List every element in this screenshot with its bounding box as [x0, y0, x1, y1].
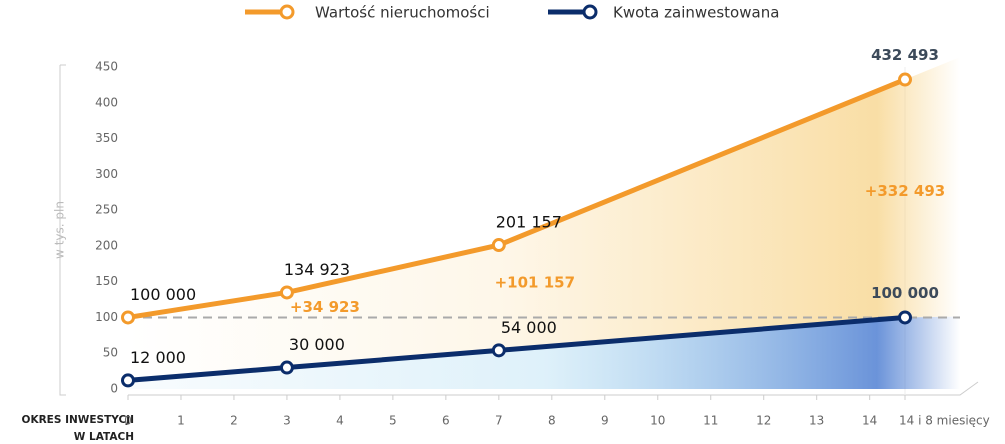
data-label: 134 923 [284, 260, 350, 279]
legend-label: Wartość nieruchomości [315, 4, 490, 22]
y-tick-label: 450 [95, 60, 118, 74]
series-line [127, 314, 906, 383]
point [491, 238, 506, 253]
gain-area [128, 57, 960, 381]
x-tick-label: 2 [230, 414, 238, 428]
x-tick-label: 13 [809, 414, 824, 428]
x-axis [128, 381, 979, 396]
data-label: 30 000 [289, 335, 345, 354]
y-tick-label: 100 [95, 310, 118, 324]
gain-label: +34 923 [290, 298, 360, 316]
x-label: W LATACH [74, 431, 134, 443]
y-tick-label: 300 [95, 167, 118, 181]
y-tick-label: 150 [95, 274, 118, 288]
data-label: 432 493 [871, 46, 939, 64]
legend-label: Kwota zainwestowana [613, 4, 779, 22]
point [121, 373, 135, 388]
x-tick-label: 4 [336, 414, 344, 428]
x-tick-label: 5 [389, 414, 397, 428]
point [898, 72, 912, 87]
y-label: w tys. pln [53, 201, 67, 259]
gain-label: +101 157 [495, 273, 575, 291]
y-tick-label: 400 [95, 95, 118, 109]
x-tick-label: 1 [177, 414, 185, 428]
data-label: 54 000 [501, 318, 557, 337]
series-line [127, 77, 906, 320]
y-tick-label: 0 [110, 382, 118, 396]
point [898, 310, 912, 325]
data-label: 100 000 [130, 285, 196, 304]
x-tick-label: 3 [283, 414, 291, 428]
x-tick-label: 8 [548, 414, 556, 428]
y-tick-label: 200 [95, 238, 118, 252]
point [121, 310, 135, 325]
legend-marker [279, 4, 295, 20]
x-tick-label: 9 [601, 414, 609, 428]
y-tick-label: 350 [95, 131, 118, 145]
y-bracket [59, 64, 66, 396]
x-tick-label: 0 [124, 414, 132, 428]
x-tick-label: 12 [756, 414, 771, 428]
point [279, 285, 294, 300]
x-tick-label: 11 [703, 414, 718, 428]
point [491, 343, 506, 358]
x-tick-label: 14 i 8 miesięcy [899, 414, 990, 428]
data-label: 100 000 [871, 284, 939, 302]
point [279, 360, 294, 375]
x-tick-label: 7 [495, 414, 503, 428]
legend-marker [582, 4, 598, 20]
data-label: 12 000 [130, 348, 186, 367]
x-tick-label: 14 [862, 414, 877, 428]
x-tick-label: 10 [650, 414, 665, 428]
data-label: 201 157 [496, 213, 562, 232]
x-label: OKRES INWESTYCJI [22, 414, 134, 426]
y-tick-label: 50 [103, 346, 118, 360]
legend: Wartość nieruchomości Kwota zainwestowana [245, 4, 779, 22]
x-tick-label: 6 [442, 414, 450, 428]
invested-area [128, 316, 960, 389]
y-tick-label: 250 [95, 203, 118, 217]
gain-label: +332 493 [865, 182, 945, 200]
